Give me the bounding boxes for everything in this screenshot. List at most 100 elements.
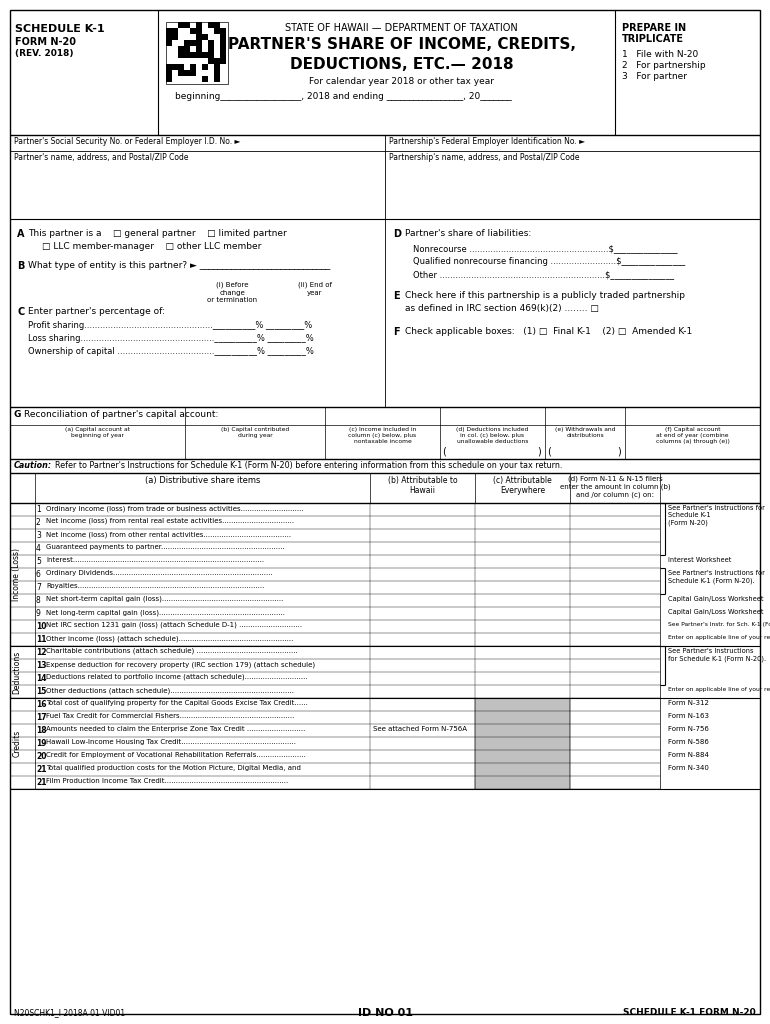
Text: Qualified nonrecourse financing .........................$_______________: Qualified nonrecourse financing ........… (413, 257, 685, 266)
Bar (208, 22, 213, 28)
Text: B: B (17, 261, 25, 271)
Bar (172, 28, 178, 34)
Bar (214, 28, 219, 34)
Text: Net short-term capital gain (loss)..............................................: Net short-term capital gain (loss)......… (46, 596, 283, 602)
Bar (190, 40, 196, 45)
Text: 8: 8 (36, 596, 41, 605)
Text: 6: 6 (36, 570, 41, 579)
Text: Form N-340: Form N-340 (668, 765, 709, 771)
Text: Royalties.......................................................................: Royalties...............................… (46, 583, 264, 589)
Bar (208, 52, 213, 57)
Bar (208, 40, 213, 45)
Text: (i) Before
change
or termination: (i) Before change or termination (207, 282, 257, 302)
Text: 21: 21 (36, 765, 46, 774)
Text: Income (Loss): Income (Loss) (12, 548, 22, 601)
Text: Net income (loss) from rental real estate activities............................: Net income (loss) from rental real estat… (46, 518, 294, 524)
Bar (220, 58, 226, 63)
Bar (196, 40, 202, 45)
Text: Total cost of qualifying property for the Capital Goods Excise Tax Credit......: Total cost of qualifying property for th… (46, 700, 308, 706)
Bar (184, 40, 189, 45)
Bar (184, 52, 189, 57)
Text: STATE OF HAWAII — DEPARTMENT OF TAXATION: STATE OF HAWAII — DEPARTMENT OF TAXATION (285, 23, 518, 33)
Text: 3: 3 (36, 531, 41, 540)
Bar (166, 63, 172, 70)
Bar (208, 58, 213, 63)
Text: 13: 13 (36, 662, 46, 670)
Text: DEDUCTIONS, ETC.— 2018: DEDUCTIONS, ETC.— 2018 (290, 57, 514, 72)
Text: E: E (393, 291, 400, 301)
Text: Credit for Employment of Vocational Rehabilitation Referrals....................: Credit for Employment of Vocational Reha… (46, 752, 306, 758)
Text: Form N-586: Form N-586 (668, 739, 709, 745)
Text: 16: 16 (36, 700, 46, 709)
Text: as defined in IRC section 469(k)(2) ........ □: as defined in IRC section 469(k)(2) ....… (405, 304, 599, 313)
Bar (220, 52, 226, 57)
Bar (202, 34, 207, 40)
Text: Hawaii Low-Income Housing Tax Credit............................................: Hawaii Low-Income Housing Tax Credit....… (46, 739, 296, 745)
Text: SCHEDULE K-1: SCHEDULE K-1 (15, 24, 105, 34)
Bar (196, 46, 202, 51)
Text: Ownership of capital .....................................__________% _________%: Ownership of capital ...................… (28, 347, 314, 356)
Text: N20SCHK1_I 2018A 01 VID01: N20SCHK1_I 2018A 01 VID01 (14, 1008, 125, 1017)
Text: F: F (393, 327, 400, 337)
Text: Partner's name, address, and Postal/ZIP Code: Partner's name, address, and Postal/ZIP … (14, 153, 189, 162)
Bar (184, 22, 189, 28)
Text: See Partner's Instructions for
Schedule K-1 (Form N-20).: See Partner's Instructions for Schedule … (668, 570, 765, 584)
Bar (202, 63, 207, 70)
Text: Form N-884: Form N-884 (668, 752, 709, 758)
Text: Deductions: Deductions (12, 650, 22, 693)
Text: Partnership's Federal Employer Identification No. ►: Partnership's Federal Employer Identific… (389, 137, 585, 146)
Text: (a) Distributive share items: (a) Distributive share items (145, 476, 260, 485)
Bar (166, 76, 172, 82)
Text: 12: 12 (36, 648, 46, 657)
Text: Other ...............................................................$__________: Other ..................................… (413, 270, 674, 279)
Bar (166, 70, 172, 76)
Bar (208, 46, 213, 51)
Text: 4: 4 (36, 544, 41, 553)
Text: 18: 18 (36, 726, 47, 735)
Text: See Partner's Instructions
for Schedule K-1 (Form N-20).: See Partner's Instructions for Schedule … (668, 648, 766, 662)
Text: (d) Form N-11 & N-15 filers
enter the amount in column (b)
and /or column (c) on: (d) Form N-11 & N-15 filers enter the am… (560, 476, 671, 498)
Text: 11: 11 (36, 635, 46, 644)
Bar (475, 737, 570, 750)
Bar (190, 70, 196, 76)
Bar (220, 28, 226, 34)
Text: Caution:: Caution: (14, 461, 52, 470)
Text: 1   File with N-20: 1 File with N-20 (622, 50, 698, 59)
Bar (196, 34, 202, 40)
Text: See Partner's Instr. for Sch. K-1 (Form N-20).: See Partner's Instr. for Sch. K-1 (Form … (668, 622, 770, 627)
Text: See attached Form N-756A: See attached Form N-756A (373, 726, 467, 732)
Text: (e) Withdrawals and
distributions: (e) Withdrawals and distributions (554, 427, 615, 438)
Text: 3   For partner: 3 For partner (622, 72, 687, 81)
Text: Film Production Income Tax Credit...............................................: Film Production Income Tax Credit.......… (46, 778, 288, 784)
Text: C: C (17, 307, 24, 317)
Text: Profit sharing.................................................__________% _____: Profit sharing..........................… (28, 321, 313, 330)
Bar (214, 22, 219, 28)
Bar (214, 70, 219, 76)
Text: Interest Worksheet: Interest Worksheet (668, 557, 732, 563)
Bar (172, 34, 178, 40)
Bar (475, 750, 570, 763)
Bar (196, 28, 202, 34)
Bar (220, 34, 226, 40)
Text: Fuel Tax Credit for Commercial Fishers..........................................: Fuel Tax Credit for Commercial Fishers..… (46, 713, 294, 719)
Bar (214, 58, 219, 63)
Text: For calendar year 2018 or other tax year: For calendar year 2018 or other tax year (309, 77, 494, 86)
Text: Loss sharing...................................................__________% _____: Loss sharing............................… (28, 334, 313, 343)
Text: Ordinary income (loss) from trade or business activities........................: Ordinary income (loss) from trade or bus… (46, 505, 303, 512)
Text: (: ( (442, 447, 446, 457)
Text: Net income (loss) from other rental activities..................................: Net income (loss) from other rental acti… (46, 531, 291, 538)
Bar (220, 46, 226, 51)
Bar (178, 22, 183, 28)
Text: Ordinary Dividends..............................................................: Ordinary Dividends......................… (46, 570, 273, 575)
Text: Enter on applicable line of your return.: Enter on applicable line of your return. (668, 687, 770, 692)
Text: Other deductions (attach schedule)..............................................: Other deductions (attach schedule)......… (46, 687, 294, 693)
Text: Form N-312: Form N-312 (668, 700, 709, 706)
Text: (d) Deductions included
in col. (c) below, plus
unallowable deductions: (d) Deductions included in col. (c) belo… (457, 427, 529, 443)
Text: Partnership's name, address, and Postal/ZIP Code: Partnership's name, address, and Postal/… (389, 153, 580, 162)
Text: (REV. 2018): (REV. 2018) (15, 49, 73, 58)
Text: Expense deduction for recovery property (IRC section 179) (attach schedule): Expense deduction for recovery property … (46, 662, 315, 668)
Text: Other income (loss) (attach schedule)...........................................: Other income (loss) (attach schedule)...… (46, 635, 293, 641)
Text: 10: 10 (36, 622, 46, 631)
Text: (f) Capital account
at end of year (combine
columns (a) through (e)): (f) Capital account at end of year (comb… (655, 427, 729, 443)
Bar (475, 698, 570, 711)
